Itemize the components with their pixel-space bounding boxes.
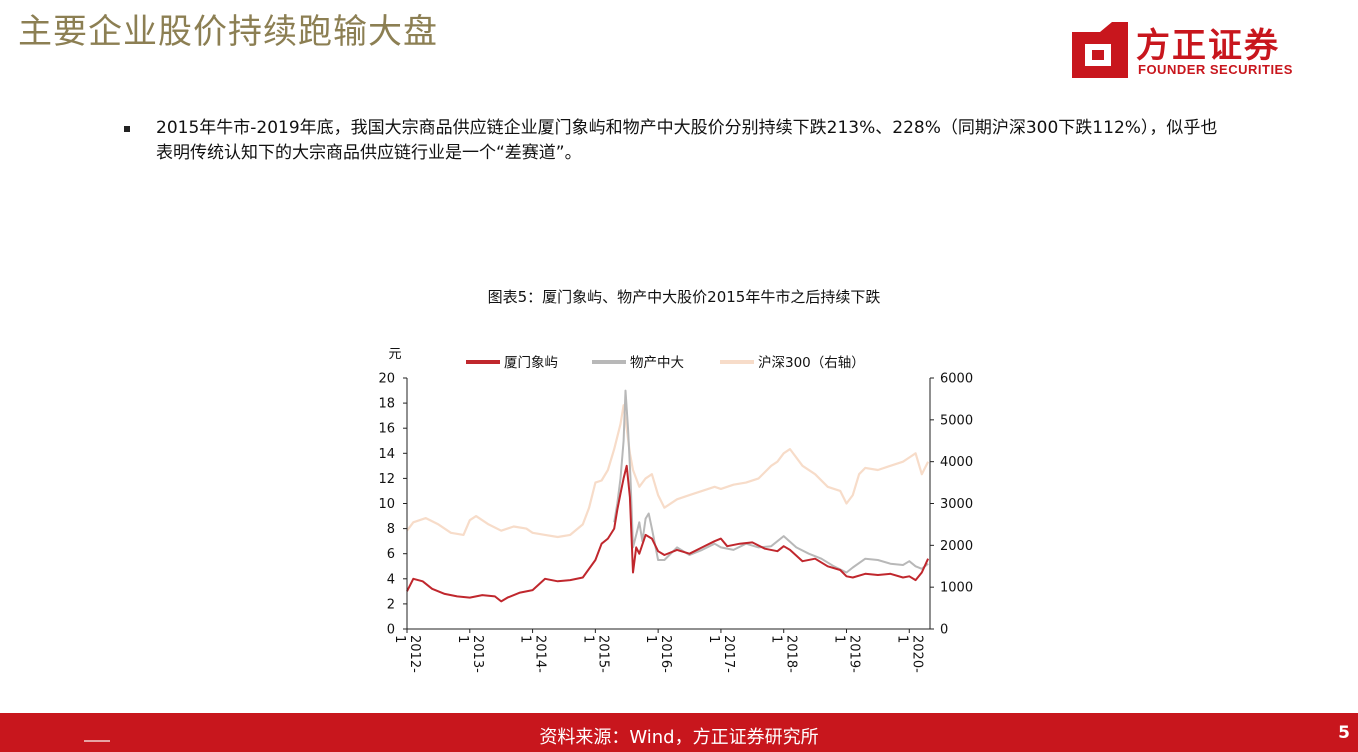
series-line-0	[406, 464, 930, 603]
bullet-text: 2015年牛市-2019年底，我国大宗商品供应链企业厦门象屿和物产中大股价分别持…	[156, 118, 1218, 163]
legend-label-0: 厦门象屿	[504, 355, 558, 371]
left-tick-label: 10	[378, 497, 395, 512]
x-tick-label-year: 2018-	[784, 635, 799, 673]
x-tick-label-year: 2012-	[407, 635, 422, 673]
series-line-2	[406, 404, 930, 539]
x-tick-label-year: 2019-	[846, 635, 861, 673]
footer-source: 资料来源：Wind，方正证券研究所	[539, 727, 819, 748]
x-tick-label-year: 2015-	[595, 635, 610, 673]
series-line-1	[613, 389, 929, 574]
legend-label-1: 物产中大	[630, 355, 684, 371]
right-tick-label: 6000	[940, 372, 973, 387]
left-tick-label: 0	[387, 623, 395, 638]
x-tick-label-month: 1	[518, 635, 533, 643]
right-tick-label: 5000	[940, 413, 973, 428]
legend-label-2: 沪深300（右轴）	[758, 355, 865, 371]
left-tick-label: 6	[387, 547, 395, 562]
x-tick-label-month: 1	[643, 635, 658, 643]
x-tick-label-year: 2016-	[658, 635, 673, 673]
bullet-point: 2015年牛市-2019年底，我国大宗商品供应链企业厦门象屿和物产中大股价分别持…	[124, 116, 1234, 166]
x-tick-label-month: 1	[455, 635, 470, 643]
x-tick-label-month: 1	[831, 635, 846, 643]
x-tick-label-year: 2020-	[909, 635, 924, 673]
slide-title: 主要企业股价持续跑输大盘	[18, 12, 438, 52]
stock-price-chart: 元 0 2 4 6 8 10 12 14 16 18 20 0 1000 2000 3000 4000 5000 6…	[378, 347, 973, 673]
footer-bar: 资料来源：Wind，方正证券研究所 5	[0, 713, 1358, 752]
left-tick-label: 14	[378, 447, 395, 462]
left-tick-label: 16	[378, 422, 395, 437]
footer-decoration	[84, 740, 110, 742]
x-tick-label-month: 1	[580, 635, 595, 643]
x-tick-label-year: 2017-	[721, 635, 736, 673]
left-axis-unit: 元	[388, 347, 401, 362]
left-tick-label: 4	[387, 572, 395, 587]
right-tick-label: 4000	[940, 455, 973, 470]
logo-chinese-text: 方正证券	[1136, 26, 1280, 66]
left-tick-label: 20	[378, 372, 395, 387]
x-tick-label-year: 2014-	[533, 635, 548, 673]
left-tick-label: 2	[387, 597, 395, 612]
founder-logo-icon	[1072, 22, 1128, 78]
company-logo: 方正证券 FOUNDER SECURITIES	[1072, 18, 1308, 82]
right-tick-label: 0	[940, 623, 948, 638]
left-tick-label: 18	[378, 397, 395, 412]
x-tick-label-month: 1	[769, 635, 784, 643]
logo-english-text: FOUNDER SECURITIES	[1138, 62, 1293, 77]
page-number: 5	[1338, 723, 1350, 743]
x-tick-label-month: 1	[894, 635, 909, 643]
right-tick-label: 2000	[940, 539, 973, 554]
chart-caption: 图表5：厦门象屿、物产中大股价2015年牛市之后持续下跌	[487, 288, 881, 306]
bullet-square-icon	[124, 126, 130, 132]
right-tick-label: 3000	[940, 497, 973, 512]
x-tick-label-month: 1	[706, 635, 721, 643]
right-tick-label: 1000	[940, 581, 973, 596]
x-tick-label-year: 2013-	[470, 635, 485, 673]
x-tick-label-month: 1	[392, 635, 407, 643]
left-tick-label: 8	[387, 522, 395, 537]
left-tick-label: 12	[378, 472, 395, 487]
